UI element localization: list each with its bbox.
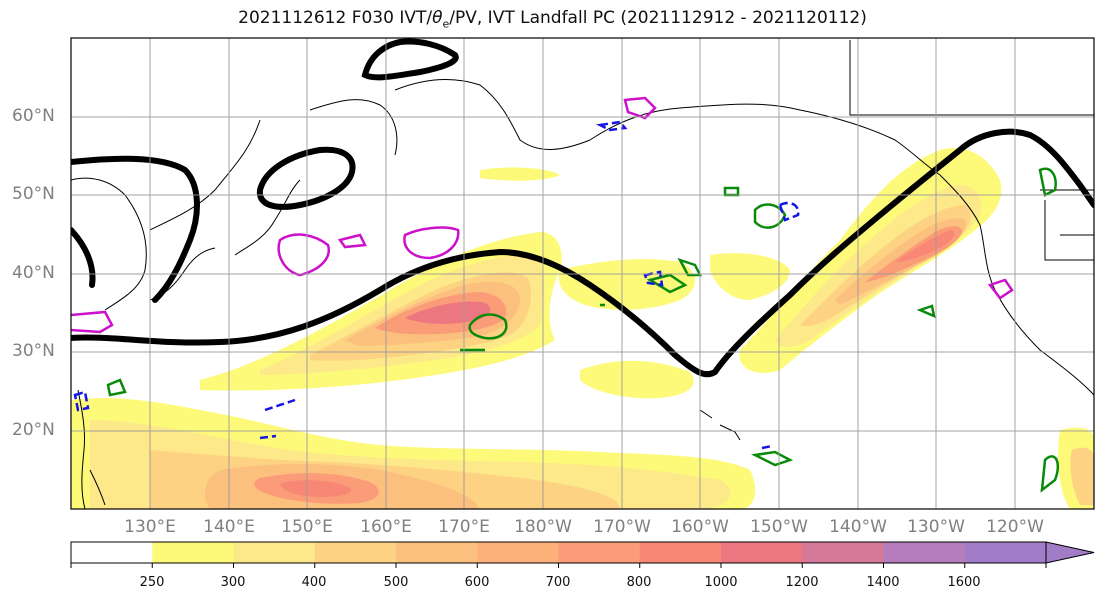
lon-label-130e: 130°E (124, 517, 176, 537)
colorbar-cell (233, 542, 316, 563)
pv-contours-green (106, 167, 1060, 493)
lat-label-60n: 60°N (12, 106, 55, 126)
pv-contours-blue (73, 120, 800, 450)
colorbar-tick-label: 1000 (704, 575, 738, 590)
colorbar-extend-arrow (1045, 541, 1095, 564)
colorbar-tick-label: 1400 (866, 575, 900, 590)
colorbar-cell (314, 542, 397, 563)
colorbar-cell (152, 542, 234, 563)
lon-label-130w: 130°W (907, 517, 965, 537)
pc-contour-west (71, 227, 96, 288)
colorbar-cell (802, 542, 884, 563)
lat-label-30n: 30°N (12, 341, 55, 361)
colorbar-cell (964, 542, 1047, 563)
colorbar-tick-label: 1600 (947, 575, 981, 590)
lon-label-160w: 160°W (671, 517, 729, 537)
colorbar-tick-label: 800 (626, 575, 652, 590)
colorbar-tick-label: 300 (220, 575, 246, 590)
colorbar-cell (477, 542, 559, 563)
lat-label-20n: 20°N (12, 420, 55, 440)
colorbar-tick-label: 250 (139, 575, 165, 590)
lon-label-150e: 150°E (281, 517, 333, 537)
colorbar-cell (396, 542, 478, 563)
lon-label-180w: 180°W (514, 517, 572, 537)
lon-label-170e: 170°E (438, 517, 490, 537)
lon-label-170w: 170°W (593, 517, 651, 537)
colorbar-cell (883, 542, 966, 563)
colorbar-tick-label: 700 (545, 575, 571, 590)
colorbar-tick-label: 1200 (785, 575, 819, 590)
colorbar-tick-label: 500 (383, 575, 409, 590)
colorbar-cell (721, 542, 803, 563)
colorbar-cell (71, 542, 153, 563)
graticule (71, 38, 1094, 509)
colorbar-tick-label: 600 (464, 575, 490, 590)
colorbar-tick-label: 400 (301, 575, 327, 590)
lon-label-150w: 150°W (750, 517, 808, 537)
lon-label-160e: 160°E (360, 517, 412, 537)
colorbar-cell (639, 542, 722, 563)
pc-contour-north-3 (361, 38, 459, 81)
map-title: 2021112612 F030 IVT/θe/PV, IVT Landfall … (238, 8, 867, 31)
pc-contour-main (71, 128, 1094, 378)
lat-label-50n: 50°N (12, 184, 55, 204)
ivt-landfall-pc-contours (71, 38, 1094, 378)
pc-contour-north-2 (256, 146, 356, 210)
map-frame (70, 37, 1095, 510)
pc-contour-north-1 (71, 155, 200, 303)
lat-label-40n: 40°N (12, 263, 55, 283)
pv-contours-magenta (71, 96, 1014, 334)
colorbar (70, 541, 1095, 568)
lon-label-140w: 140°W (829, 517, 887, 537)
colorbar-cell (558, 542, 641, 563)
lon-label-140e: 140°E (203, 517, 255, 537)
ivt-filled-contours (71, 148, 1094, 509)
coastlines (71, 40, 1094, 509)
lon-label-120w: 120°W (986, 517, 1044, 537)
